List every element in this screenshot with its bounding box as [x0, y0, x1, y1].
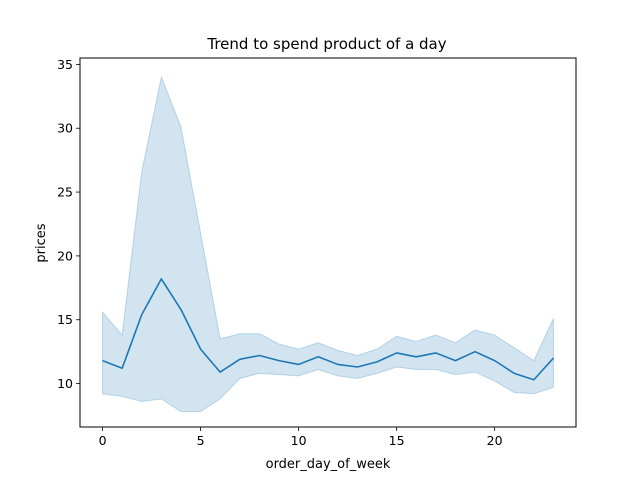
y-tick-label: 10: [57, 376, 73, 391]
y-tick-label: 35: [57, 57, 73, 72]
data-point: [317, 355, 320, 358]
y-tick-label: 15: [57, 312, 73, 327]
x-tick-label: 15: [389, 433, 405, 448]
data-point: [179, 308, 182, 311]
y-tick-label: 20: [57, 248, 73, 263]
data-point: [356, 365, 359, 368]
chart-title: Trend to spend product of a day: [206, 35, 446, 53]
plot-frame: [79, 57, 577, 428]
data-point: [160, 277, 163, 280]
data-point: [376, 360, 379, 363]
data-point: [474, 350, 477, 353]
x-axis-label: order_day_of_week: [266, 457, 391, 472]
data-point: [552, 357, 555, 360]
y-tick-label: 30: [57, 121, 73, 136]
x-tick-label: 20: [487, 433, 503, 448]
data-point: [297, 363, 300, 366]
y-axis-label: prices: [34, 223, 49, 262]
data-point: [415, 355, 418, 358]
confidence-band: [102, 75, 554, 413]
data-point: [199, 348, 202, 351]
data-point: [258, 354, 261, 357]
series-line: [102, 278, 555, 381]
x-tick-label: 10: [291, 433, 307, 448]
data-point: [238, 358, 241, 361]
x-tick-label: 0: [99, 433, 107, 448]
data-point: [336, 363, 339, 366]
data-point: [434, 351, 437, 354]
x-tick-label: 5: [197, 433, 205, 448]
data-point: [513, 372, 516, 375]
data-point: [532, 378, 535, 381]
data-point: [140, 313, 143, 316]
data-point: [121, 367, 124, 370]
data-point: [454, 359, 457, 362]
data-point: [219, 371, 222, 374]
data-point: [395, 351, 398, 354]
data-point: [493, 359, 496, 362]
data-point: [277, 359, 280, 362]
y-tick-label: 25: [57, 185, 73, 200]
data-point: [101, 359, 104, 362]
